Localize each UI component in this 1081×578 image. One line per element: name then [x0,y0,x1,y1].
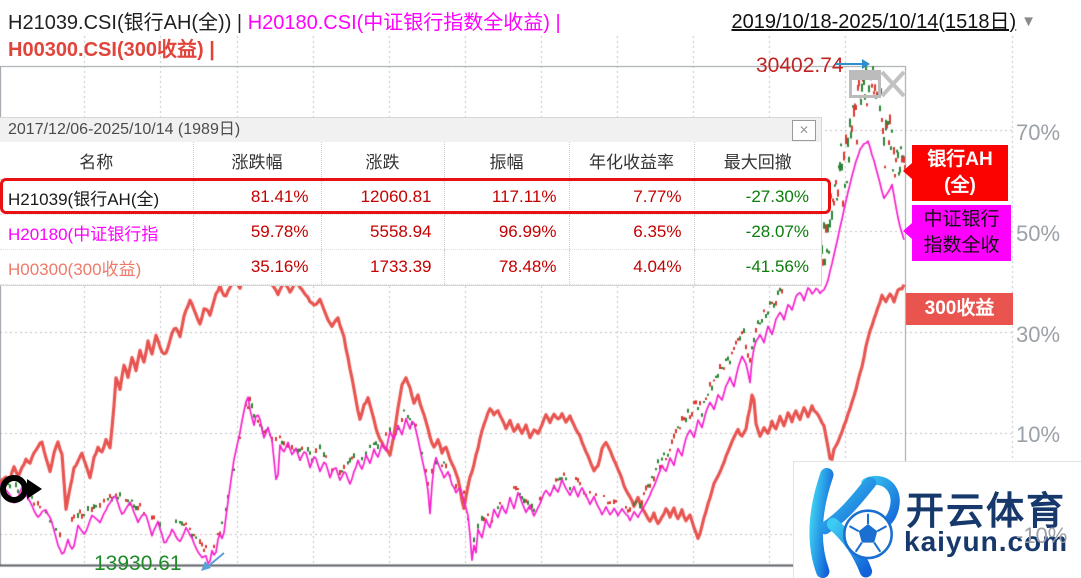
date-range-label[interactable]: 2019/10/18-2025/10/14(1518日) [731,11,1017,33]
max-value-label: 30402.74 [756,54,844,77]
kaiyun-logo-icon [809,468,900,578]
badge-line: 中证银行 [923,209,1000,230]
legend-badge-bank-ah: 银行AH (全) [903,145,1008,201]
row-name: H21039(银行AH(全) [0,179,193,215]
col-header-name: 名称 [0,142,193,180]
legend-badge-300: 300收益 [906,293,1013,325]
min-value-label: 13930.61 [94,552,182,575]
y-axis-tick: 50% [1016,221,1061,246]
stats-table: 名称 涨跌幅 涨跌 振幅 年化收益率 最大回撤 H21039(银行AH(全) 8… [0,142,821,285]
restore-window-icon[interactable] [849,70,881,98]
row-name: H20180(中证银行指 [0,214,193,250]
row-drawdown: -27.30% [693,179,821,215]
row-change-pct: 35.16% [192,249,321,285]
y-axis-tick: 30% [1016,322,1061,347]
badge-pointer [903,223,912,239]
row-change: 1733.39 [320,249,444,285]
stats-range-label: 2017/12/06-2025/10/14 (1989日) [8,121,241,138]
y-axis-tick: 10% [1016,422,1061,447]
col-header-amplitude: 振幅 [443,142,569,180]
row-annualized: 6.35% [568,214,694,250]
min-arrow-icon [201,552,225,571]
table-row[interactable]: H21039(银行AH(全) 81.41% 12060.81 117.11% 7… [0,179,821,215]
badge-line: 银行AH [927,149,993,170]
row-annualized: 7.77% [568,179,694,215]
legend-badge-csi-bank: 中证银行 指数全收 [903,205,1011,261]
badge-line: 300收益 [924,298,995,319]
y-axis-tick: -10% [1016,523,1068,548]
watermark[interactable]: 开云体育 kaiyun.com [793,461,1081,578]
col-header-change: 涨跌 [320,142,444,180]
stats-panel: 2017/12/06-2025/10/14 (1989日) ✕ 名称 涨跌幅 涨… [0,117,831,286]
table-row[interactable]: H20180(中证银行指 59.78% 5558.94 96.99% 6.35%… [0,214,821,250]
chart-title-line2: H00300.CSI(300收益) | [8,33,215,62]
row-change: 12060.81 [320,179,444,215]
row-annualized: 4.04% [568,249,694,285]
chevron-down-icon[interactable]: ▼ [1021,13,1036,30]
row-change: 5558.94 [320,214,444,250]
y-axis-tick: 70% [1016,120,1061,145]
stats-header-row: 名称 涨跌幅 涨跌 振幅 年化收益率 最大回撤 [0,142,821,180]
badge-line: (全) [944,175,976,196]
col-header-drawdown: 最大回撤 [693,142,821,180]
chart-title-line1: H21039.CSI(银行AH(全)) | H20180.CSI(中证银行指数全… [8,6,561,35]
row-change-pct: 59.78% [192,214,321,250]
close-icon[interactable] [879,66,907,102]
row-drawdown: -28.07% [693,214,821,250]
row-drawdown: -41.56% [693,249,821,285]
col-header-change-pct: 涨跌幅 [192,142,321,180]
start-point-marker-icon[interactable] [0,470,52,508]
series-title-h00300: H00300.CSI(300收益) | [8,39,215,61]
series-title-h21039: H21039.CSI(银行AH(全)) | [8,12,248,34]
max-arrow-icon [836,59,870,69]
row-name: H00300(300收益) [0,249,193,285]
stats-panel-close-icon[interactable]: ✕ [792,120,816,141]
watermark-domain[interactable]: kaiyun.com [904,526,1069,557]
col-header-annualized: 年化收益率 [568,142,694,180]
restore-window-icon-bar [852,73,878,80]
badge-line: 指数全收 [923,235,1000,256]
row-amplitude: 78.48% [443,249,569,285]
date-range-selector[interactable]: 2019/10/18-2025/10/14(1518日) ▼ [700,5,1036,34]
badge-pointer [903,163,912,179]
row-amplitude: 96.99% [443,214,569,250]
watermark-title: 开云体育 [906,491,1067,533]
stats-panel-title: 2017/12/06-2025/10/14 (1989日) ✕ [0,118,821,142]
row-amplitude: 117.11% [443,179,569,215]
row-change-pct: 81.41% [192,179,321,215]
table-row[interactable]: H00300(300收益) 35.16% 1733.39 78.48% 4.04… [0,249,821,285]
series-title-h20180: H20180.CSI(中证银行指数全收益) | [247,12,561,34]
